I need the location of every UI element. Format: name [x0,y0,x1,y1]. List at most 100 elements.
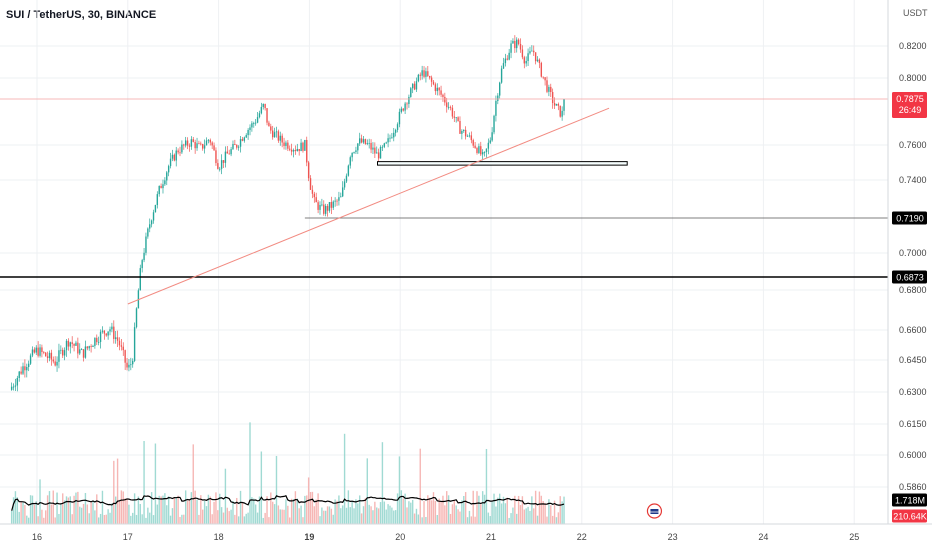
volume-bar [213,501,215,524]
volume-bar [289,517,291,524]
candle-body [536,59,539,62]
candle-body [389,137,391,139]
volume-bar [485,448,488,524]
volume-bar [29,495,32,524]
candle-body [381,146,384,148]
volume-bar [540,495,543,524]
candle-body [88,346,90,349]
support-zone-box [377,161,628,166]
volume-bar [141,514,143,524]
volume-bar [321,507,323,524]
candle-body [502,63,505,69]
level-tag-0.6873-text: 0.6873 [896,273,924,283]
candle-body [523,57,525,64]
candle-body [324,205,327,214]
volume-bar [517,495,520,524]
volume-bar [548,499,550,524]
candle-body [481,152,484,155]
volume-bar [332,514,334,524]
volume-bar [124,498,126,524]
volume-bar [247,512,249,524]
candle-body [489,140,491,143]
candle-body [96,337,98,343]
candle-body [150,220,153,225]
volume-bar [145,517,147,524]
candle-body [249,127,251,130]
volume-bar [319,516,321,524]
candle-body [26,366,28,371]
candle-body [451,107,454,117]
price-tick-label: 0.6800 [899,285,927,295]
volume-bar [33,504,36,524]
candle-body [60,349,62,351]
volume-bar [415,508,418,524]
candle-body [393,132,395,138]
candle-body [321,204,323,206]
candle-body [202,144,204,149]
overlays [0,98,888,519]
volume-bar [457,509,459,524]
volume-bar [521,496,524,524]
volume-bar [133,493,136,524]
volume-bar [343,433,346,524]
volume-bar [410,502,412,524]
volume-bar [323,510,325,524]
volume-bar [24,504,26,524]
volume-bar [557,512,560,524]
volume-bar [512,507,514,524]
volume-bar [349,507,351,524]
volume-bar [184,490,187,524]
candle-body [447,106,450,108]
volume-bar [438,498,440,524]
candle-body [512,40,514,44]
candle-body [247,129,249,136]
candle-body [18,371,20,378]
candle-body [553,102,556,106]
volume-bar [336,500,338,524]
candle-body [307,162,310,179]
candle-body [230,149,232,155]
last-price-tag-bg [892,92,927,118]
volume-bar [158,495,160,524]
candle-body [16,377,19,386]
volume-bar [296,498,298,524]
volume-bar [402,498,404,524]
volume-bar [230,509,232,524]
volume-bar [447,495,450,524]
candle-body [200,143,202,145]
candle-body [166,172,168,181]
volume-bar [239,490,242,524]
candle-body [48,352,51,359]
volume-bar [470,516,473,524]
volume-bar [468,510,471,524]
volume-bar [555,517,558,524]
volume-bar [177,495,179,524]
volume-bar [31,495,34,524]
time-tick-label: 18 [214,532,224,542]
volume-bar [26,515,28,524]
candle-body [268,122,270,127]
volume-bar [52,490,54,524]
volume-bar [43,517,45,524]
candle-body [376,152,378,154]
volume-bar [75,492,77,524]
candle-body [360,138,363,143]
candle-body [149,224,151,229]
volume-bar [334,499,336,524]
price-tick-label: 0.6300 [899,387,927,397]
candle-body [234,143,236,145]
volume-bar [103,514,106,524]
volume-bar [345,507,348,524]
candle-body [398,111,401,125]
volume-bar [63,500,66,524]
candle-body [224,151,227,163]
volume-bar [281,509,283,524]
volume-bar [232,501,234,524]
volume-bar [366,458,368,524]
candle-body [531,50,533,52]
volume-bar [389,505,391,524]
volume-bar [203,500,206,524]
volume-bar [90,501,92,524]
volume-bar [292,499,295,524]
